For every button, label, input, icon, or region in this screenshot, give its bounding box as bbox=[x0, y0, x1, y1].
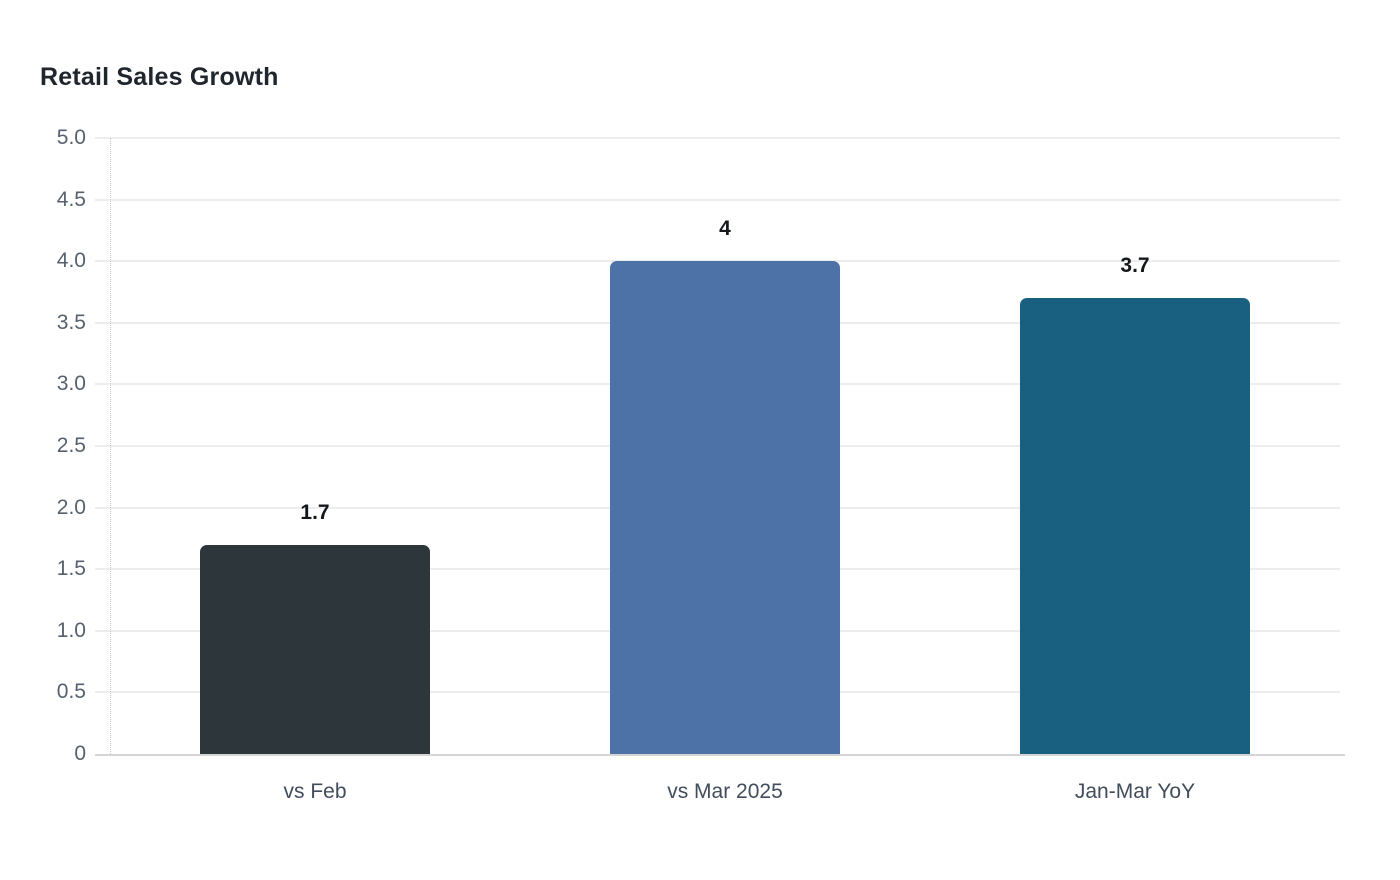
bar-jan-mar-yoy bbox=[1020, 298, 1250, 754]
bar-vs-feb bbox=[200, 544, 430, 754]
y-axis-tick-label: 4.5 bbox=[56, 187, 86, 211]
y-axis-tick-label: 2.5 bbox=[56, 434, 86, 457]
x-axis-category-label: vs Mar 2025 bbox=[667, 780, 783, 803]
bar-value-label: 1.7 bbox=[300, 500, 330, 524]
y-axis-tick-label: 1.5 bbox=[56, 557, 86, 581]
y-axis-line bbox=[110, 138, 111, 754]
y-axis-tick-label: 0 bbox=[74, 742, 86, 765]
bar-vs-mar-2025 bbox=[610, 261, 840, 754]
y-axis-tick-label: 2.0 bbox=[56, 495, 86, 519]
x-axis-category-label: vs Feb bbox=[283, 780, 347, 803]
y-axis-tick-label: 4.0 bbox=[56, 249, 86, 273]
gridline bbox=[95, 137, 1340, 139]
y-axis-tick-label: 1.0 bbox=[56, 618, 86, 642]
chart-title: Retail Sales Growth bbox=[40, 63, 279, 91]
gridline bbox=[95, 198, 1340, 201]
x-axis-line bbox=[95, 754, 1345, 756]
y-axis-tick-label: 3.0 bbox=[56, 372, 86, 396]
y-axis-tick-label: 0.5 bbox=[56, 680, 86, 704]
bar-value-label: 3.7 bbox=[1120, 254, 1150, 278]
y-axis-tick-label: 5.0 bbox=[56, 126, 86, 149]
bar-value-label: 4 bbox=[719, 217, 731, 241]
y-axis-tick-label: 3.5 bbox=[56, 310, 86, 334]
x-axis-category-label: Jan-Mar YoY bbox=[1074, 780, 1196, 803]
